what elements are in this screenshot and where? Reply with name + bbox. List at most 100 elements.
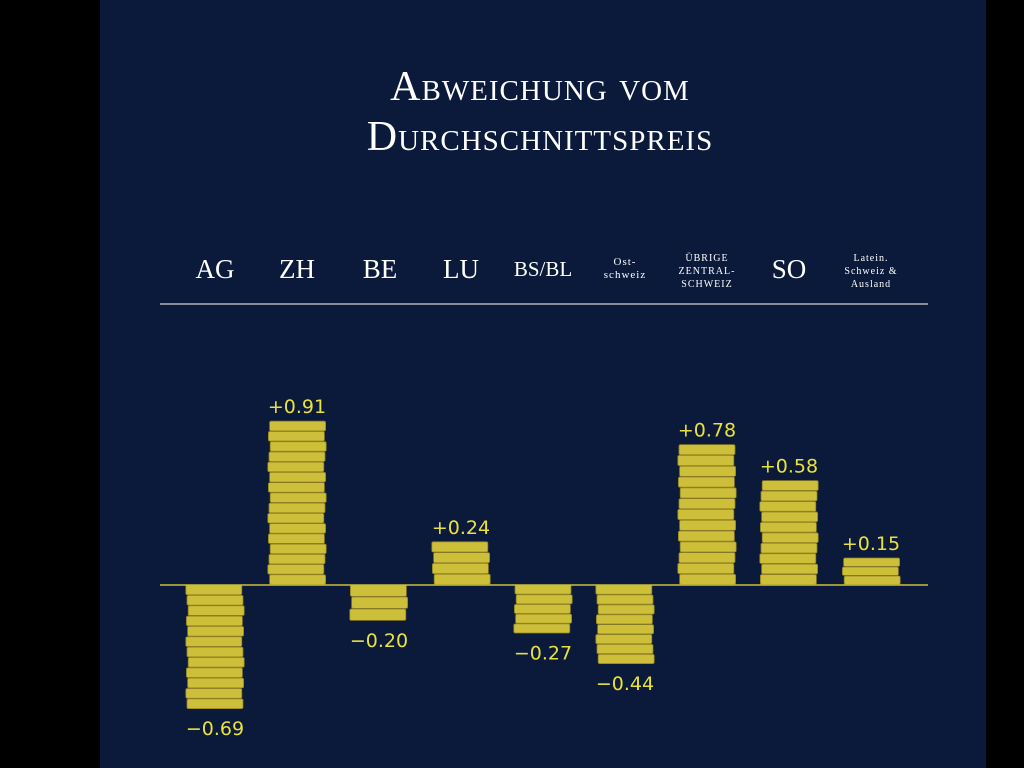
- coin: [760, 490, 818, 502]
- coin: [433, 552, 491, 564]
- coin: [267, 461, 325, 473]
- header-zh: ZH: [279, 254, 315, 284]
- coin: [677, 508, 735, 520]
- bar-ostschweiz: [595, 584, 655, 664]
- coin: [760, 542, 818, 554]
- coin: [843, 557, 900, 567]
- value-label-zh: +0.91: [268, 396, 326, 418]
- coin: [678, 476, 735, 488]
- coin: [269, 492, 327, 503]
- coin: [677, 563, 735, 575]
- coin: [761, 532, 819, 544]
- value-label-ostschweiz: −0.44: [596, 673, 654, 695]
- value-label-uebrige-zentralschweiz: +0.78: [678, 420, 736, 442]
- header-ostschweiz-line-1: Ost-: [613, 256, 637, 268]
- coin: [185, 688, 243, 699]
- coin: [185, 667, 243, 678]
- header-uebrige-line-2: Zentral-: [678, 266, 736, 277]
- coin: [515, 613, 572, 624]
- header-ostschweiz-line-2: schweiz: [603, 269, 647, 281]
- coin: [267, 431, 325, 442]
- bar-uebrige-zentralschweiz: [677, 444, 737, 585]
- coin: [269, 523, 327, 534]
- bar-zh: [267, 420, 327, 585]
- value-label-lu: +0.24: [432, 517, 490, 539]
- coin: [596, 614, 653, 625]
- coin: [268, 502, 326, 514]
- coin: [678, 530, 735, 542]
- coin: [433, 573, 491, 585]
- coin: [514, 604, 571, 614]
- coin: [678, 444, 736, 456]
- value-label-be: −0.20: [350, 630, 408, 652]
- coin: [186, 698, 244, 709]
- header-bsbl: BS/BL: [513, 257, 573, 281]
- coin: [678, 498, 736, 510]
- title-line-1: Abweichung vom: [390, 64, 690, 110]
- coin: [187, 657, 245, 668]
- coin: [187, 626, 245, 637]
- coin: [759, 501, 817, 512]
- coin: [679, 487, 737, 499]
- value-label-ag: −0.69: [186, 718, 244, 740]
- coin: [185, 615, 243, 627]
- value-label-latein-schweiz-ausland: +0.15: [842, 533, 900, 555]
- bars-group: [185, 420, 901, 709]
- coin: [677, 454, 735, 466]
- coin: [515, 594, 573, 605]
- value-label-so: +0.58: [760, 456, 818, 478]
- coin: [843, 575, 901, 585]
- coin: [760, 521, 817, 533]
- bar-so: [759, 480, 819, 585]
- value-labels-group: −0.69 +0.91 −0.20 +0.24 −0.27 −0.44 +0.78 +0.58…: [186, 396, 900, 740]
- header-ag: AG: [195, 254, 235, 284]
- header-so: SO: [771, 254, 807, 284]
- header-lu: LU: [443, 254, 479, 284]
- coin: [679, 465, 736, 477]
- header-latein-line-1: Latein.: [853, 253, 889, 264]
- coin: [514, 584, 572, 595]
- bar-lu: [431, 541, 491, 585]
- coin: [269, 441, 327, 452]
- coin: [269, 420, 327, 432]
- coin: [679, 541, 737, 553]
- bar-latein-schweiz-ausland: [842, 557, 901, 585]
- header-uebrige-line-1: übrige: [685, 253, 729, 264]
- header-ostschweiz: Ost- schweiz: [604, 256, 646, 282]
- coin: [269, 574, 327, 585]
- coin: [595, 584, 653, 595]
- coin: [678, 552, 736, 564]
- coin: [597, 624, 654, 635]
- coin: [596, 594, 654, 605]
- coin: [267, 533, 325, 544]
- coin: [268, 451, 326, 462]
- header-latein-line-3: Ausland: [850, 279, 892, 290]
- coin: [761, 511, 818, 523]
- coin: [595, 634, 653, 645]
- header-uebrige-zentralschweiz: übrige Zentral- schweiz: [679, 252, 736, 291]
- value-label-bsbl: −0.27: [514, 643, 572, 665]
- coin: [513, 623, 571, 634]
- coin: [269, 471, 327, 483]
- coin: [267, 482, 325, 493]
- bar-bsbl: [513, 584, 573, 634]
- coin: [842, 566, 899, 576]
- coin: [268, 553, 326, 565]
- header-uebrige-line-3: schweiz: [681, 279, 733, 290]
- coin: [761, 563, 818, 575]
- coin: [269, 543, 327, 555]
- bar-ag: [185, 584, 245, 709]
- coin: [759, 553, 817, 564]
- chart-title: Abweichung vom Durchschnittspreis: [0, 62, 1024, 162]
- coin: [596, 644, 654, 655]
- coin: [187, 677, 245, 689]
- chart-panel: [100, 0, 986, 768]
- header-latein-schweiz-ausland: Latein. Schweiz & Ausland: [844, 252, 897, 291]
- coin: [679, 573, 736, 585]
- coin: [186, 646, 244, 658]
- header-latein-line-2: Schweiz &: [844, 266, 898, 277]
- bar-be: [349, 584, 409, 621]
- coin: [761, 480, 819, 491]
- header-be: BE: [362, 254, 398, 284]
